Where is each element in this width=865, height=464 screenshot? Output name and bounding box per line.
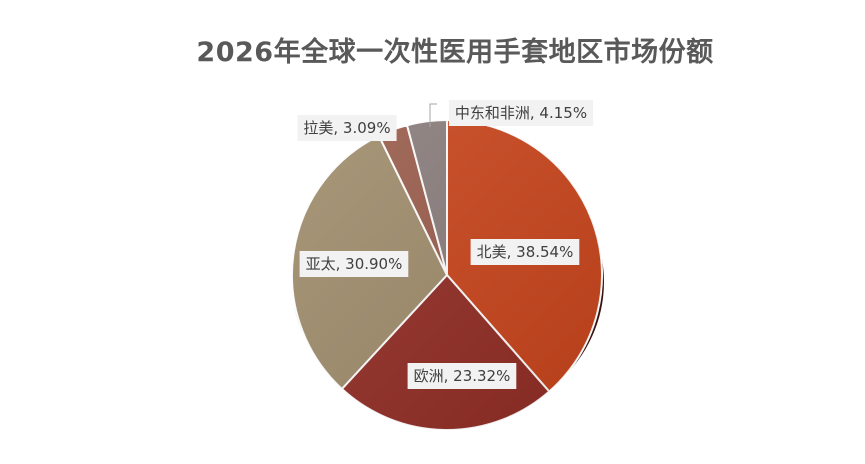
- data-label-bg: [297, 115, 397, 141]
- data-label-text: 欧洲, 23.32%: [414, 367, 511, 385]
- data-label-text: 北美, 38.54%: [477, 243, 574, 261]
- data-label-text: 拉美, 3.09%: [303, 119, 390, 137]
- data-label-bg: [470, 239, 580, 265]
- data-label-3: 拉美, 3.09%: [297, 115, 397, 141]
- data-label-1: 欧洲, 23.32%: [407, 363, 517, 389]
- data-label-text: 亚太, 30.90%: [306, 255, 403, 273]
- data-label-0: 北美, 38.54%: [470, 239, 580, 265]
- data-label-bg: [299, 251, 409, 277]
- chart-title: 2026年全球一次性医用手套地区市场份额: [196, 37, 714, 68]
- data-label-text: 中东和非洲, 4.15%: [455, 104, 587, 122]
- data-label-bg: [407, 363, 517, 389]
- data-label-bg: [448, 100, 594, 126]
- leader-line: [429, 103, 437, 127]
- data-label-2: 亚太, 30.90%: [299, 251, 409, 277]
- data-label-4: 中东和非洲, 4.15%: [448, 100, 594, 126]
